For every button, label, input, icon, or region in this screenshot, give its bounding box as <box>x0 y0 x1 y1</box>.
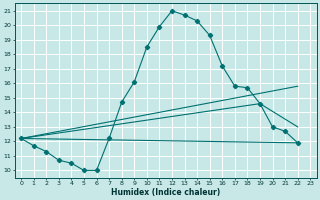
X-axis label: Humidex (Indice chaleur): Humidex (Indice chaleur) <box>111 188 220 197</box>
